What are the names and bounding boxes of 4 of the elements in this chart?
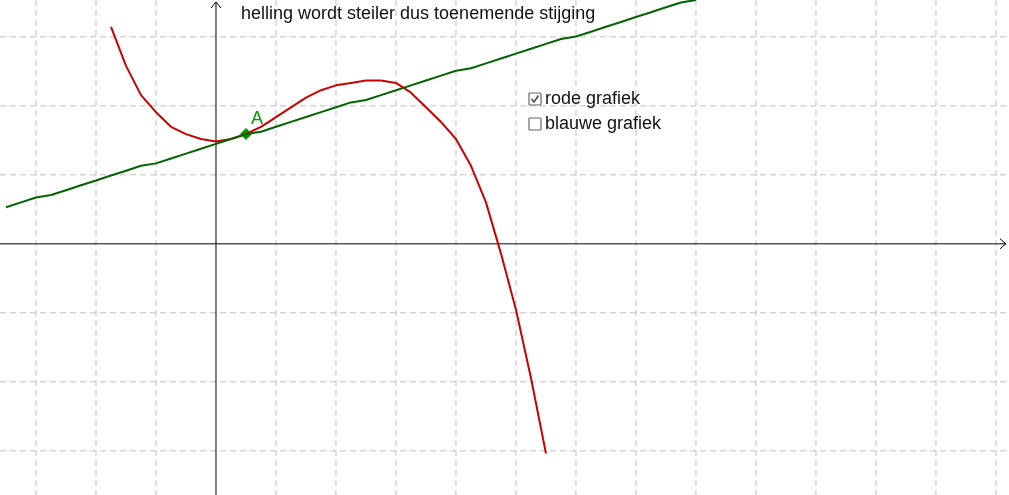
chart-title: helling wordt steiler dus toenemende stijging [241, 3, 596, 24]
annotation: blauwe grafiek [545, 113, 662, 134]
annotation: A [250, 108, 263, 129]
annotation: rode grafiek [545, 88, 641, 109]
